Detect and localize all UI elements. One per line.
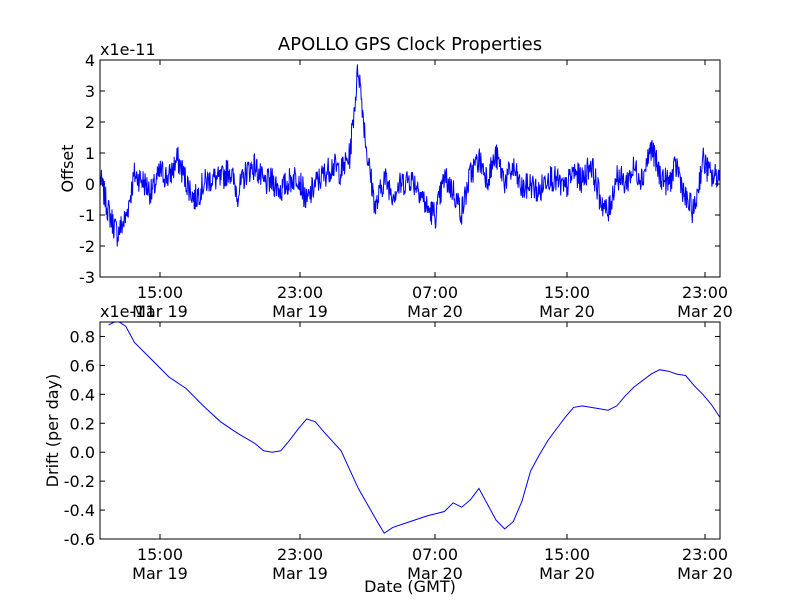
y-tick-label: 0.4 (70, 385, 95, 404)
x-axis-label: Date (GMT) (364, 577, 456, 596)
x-tick-time-label: 07:00 (412, 545, 458, 564)
x-tick-time-label: 15:00 (137, 545, 183, 564)
x-tick-time-label: 15:00 (544, 283, 590, 302)
x-tick-date-label: Mar 19 (132, 564, 188, 583)
y-tick-label: 0.2 (70, 414, 95, 433)
x-tick-date-label: Mar 19 (272, 302, 328, 321)
offset-series-line (100, 64, 720, 247)
y-tick-label: 2 (85, 113, 95, 132)
x-tick-time-label: 15:00 (137, 283, 183, 302)
y-tick-label: 4 (85, 51, 95, 70)
y-tick-label: -0.6 (64, 530, 95, 549)
y-tick-label: -3 (79, 268, 95, 287)
x-tick-time-label: 15:00 (544, 545, 590, 564)
x-tick-time-label: 23:00 (277, 545, 323, 564)
drift-series-line (108, 322, 720, 534)
x-tick-time-label: 23:00 (277, 283, 323, 302)
x-tick-date-label: Mar 20 (407, 302, 463, 321)
x-tick-date-label: Mar 19 (132, 302, 188, 321)
y-tick-label: -2 (79, 237, 95, 256)
x-tick-time-label: 07:00 (412, 283, 458, 302)
y-tick-label: -0.2 (64, 472, 95, 491)
y-axis-label: Drift (per day) (43, 374, 62, 488)
plot-frame (99, 321, 721, 540)
y-tick-label: 0.6 (70, 356, 95, 375)
y-tick-label: 0.0 (70, 443, 95, 462)
plot-frame (99, 59, 721, 278)
x-tick-time-label: 23:00 (682, 545, 728, 564)
y-axis-label: Offset (58, 144, 77, 192)
y-tick-label: 0.8 (70, 327, 95, 346)
y-tick-label: 3 (85, 82, 95, 101)
y-tick-label: -0.4 (64, 501, 95, 520)
y-multiplier-label: x1e-11 (100, 40, 156, 59)
y-tick-label: 1 (85, 144, 95, 163)
y-tick-label: -1 (79, 206, 95, 225)
y-tick-label: 0 (85, 175, 95, 194)
y-multiplier-label: x1e-11 (100, 302, 156, 321)
x-tick-date-label: Mar 19 (272, 564, 328, 583)
x-tick-time-label: 23:00 (682, 283, 728, 302)
x-tick-date-label: Mar 20 (407, 564, 463, 583)
x-tick-date-label: Mar 20 (539, 302, 595, 321)
x-tick-date-label: Mar 20 (539, 564, 595, 583)
x-tick-date-label: Mar 20 (677, 564, 733, 583)
chart-title: APOLLO GPS Clock Properties (278, 34, 542, 55)
x-tick-date-label: Mar 20 (677, 302, 733, 321)
